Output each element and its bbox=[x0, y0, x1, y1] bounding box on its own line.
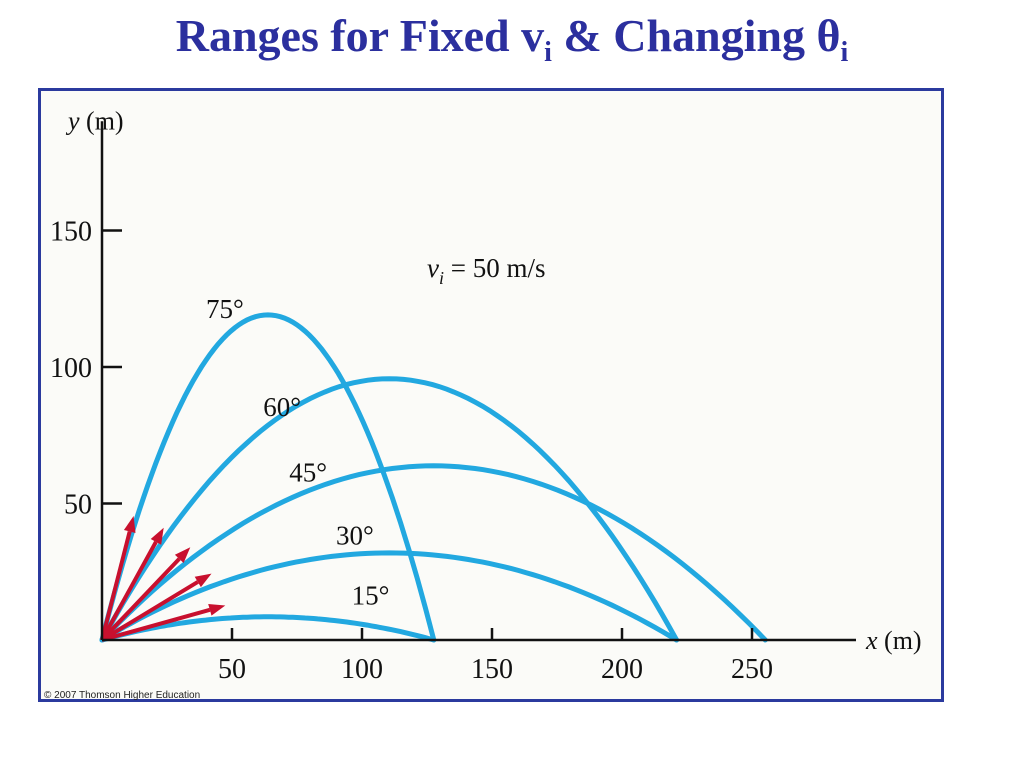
series-label-60deg: 60° bbox=[263, 392, 301, 422]
velocity-arrow-45deg-shaft bbox=[100, 557, 181, 642]
series-label-30deg: 30° bbox=[336, 520, 374, 550]
title-subscript-i: i bbox=[544, 37, 552, 68]
axes-group bbox=[100, 121, 856, 642]
annotation-text: = 50 m/s bbox=[444, 253, 546, 283]
title-main: Ranges for Fixed v bbox=[175, 10, 545, 61]
series-label-group: 15° 30° 45° 60° 75° bbox=[206, 294, 389, 611]
x-tick-label: 50 bbox=[218, 654, 246, 685]
tick-group: 50 100 150 200 250 50 100 150 bbox=[50, 217, 773, 686]
y-axis-label-unit: (m) bbox=[80, 106, 124, 135]
y-tick-label: 100 bbox=[50, 353, 92, 384]
velocity-annotation: vi = 50 m/s bbox=[427, 253, 546, 288]
velocity-arrow-60deg-shaft bbox=[100, 540, 158, 641]
series-label-75deg: 75° bbox=[206, 294, 244, 324]
trajectory-30deg bbox=[99, 550, 680, 643]
velocity-arrow-75deg-head bbox=[123, 516, 136, 533]
x-tick-label: 200 bbox=[601, 654, 643, 685]
trajectory-60deg bbox=[99, 376, 680, 643]
x-axis-label-unit: (m) bbox=[878, 626, 922, 655]
y-tick-label: 150 bbox=[50, 217, 92, 248]
title-mid: & Changing θ bbox=[551, 10, 841, 61]
copyright-text: © 2007 Thomson Higher Education bbox=[44, 690, 200, 701]
velocity-arrow-30deg-head bbox=[194, 573, 212, 588]
title-subscript-theta-i: i bbox=[840, 37, 849, 68]
velocity-arrow-30deg-shaft bbox=[100, 580, 199, 642]
annotation-var: v bbox=[427, 253, 439, 283]
x-axis-label-var: x bbox=[865, 626, 878, 655]
velocity-arrow-group bbox=[100, 516, 226, 642]
trajectory-45deg bbox=[99, 463, 768, 643]
velocity-arrow-15deg-shaft bbox=[101, 607, 211, 642]
trajectory-group bbox=[99, 312, 768, 643]
trajectory-75deg bbox=[99, 312, 437, 643]
velocity-arrow-15deg-head bbox=[208, 604, 226, 616]
trajectory-15deg bbox=[99, 614, 437, 643]
series-label-45deg: 45° bbox=[289, 458, 327, 488]
y-axis-label-var: y bbox=[65, 106, 80, 135]
y-tick-label: 50 bbox=[64, 490, 92, 521]
annotation-sub: i bbox=[439, 268, 444, 288]
x-tick-label: 150 bbox=[471, 654, 513, 685]
x-axis-label: x (m) bbox=[865, 626, 922, 655]
y-axis-label: y (m) bbox=[65, 106, 124, 135]
figure-frame bbox=[38, 88, 944, 702]
slide-title: Ranges for Fixed vi & Changing θi bbox=[0, 6, 1024, 68]
x-tick-label: 100 bbox=[341, 654, 383, 685]
velocity-arrow-45deg-head bbox=[174, 547, 191, 563]
x-tick-label: 250 bbox=[731, 654, 773, 685]
velocity-arrow-60deg-head bbox=[150, 527, 164, 545]
velocity-arrow-75deg-shaft bbox=[100, 530, 132, 641]
series-label-15deg: 15° bbox=[352, 581, 390, 611]
